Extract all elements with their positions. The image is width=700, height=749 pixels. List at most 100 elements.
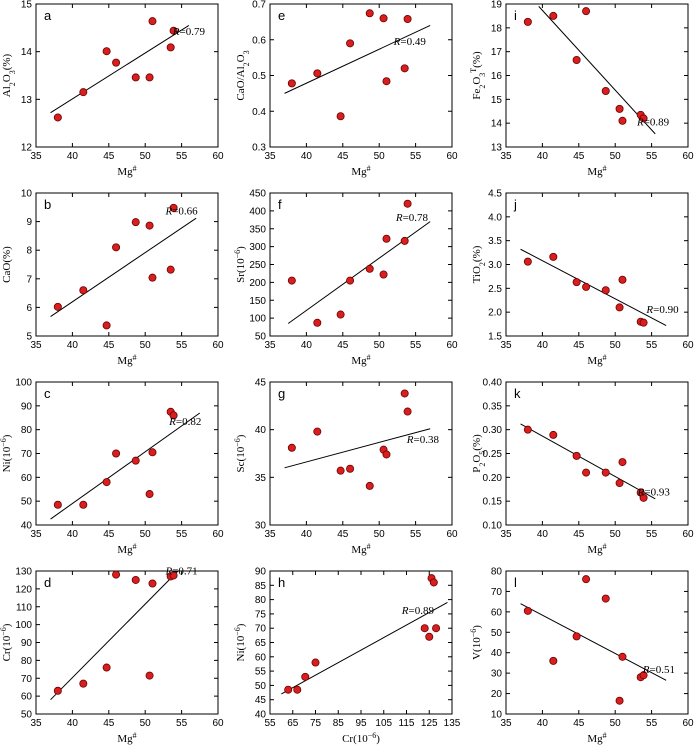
correlation-label: R=0.38 xyxy=(406,434,440,446)
y-tick-label: 65 xyxy=(255,638,267,649)
y-tick-label: 120 xyxy=(15,584,32,595)
data-point xyxy=(293,685,302,694)
y-tick-label: 250 xyxy=(249,260,266,271)
x-tick-label: 60 xyxy=(682,151,694,162)
plot-frame xyxy=(35,381,219,526)
x-tick-label: 55 xyxy=(264,718,276,729)
data-point xyxy=(287,79,296,88)
y-tick-label: 17 xyxy=(491,47,503,58)
x-axis-label: Mg# xyxy=(587,353,606,368)
panel-b: 35 40 45 50 55 60 5 6 7 8 9 10 Mg# CaO(%) b R=0.66 xyxy=(1,189,224,368)
data-point xyxy=(79,500,88,509)
y-tick-label: 4.5 xyxy=(488,189,502,200)
x-tick-label: 50 xyxy=(374,529,386,540)
x-tick-label: 40 xyxy=(67,529,79,540)
data-point xyxy=(145,221,154,230)
x-axis-label: Mg# xyxy=(587,542,606,557)
data-point xyxy=(432,624,441,633)
y-tick-label: 14 xyxy=(21,47,33,58)
x-tick-label: 55 xyxy=(176,529,188,540)
data-point xyxy=(112,243,121,252)
data-point xyxy=(618,652,627,661)
y-tick-label: 55 xyxy=(255,667,267,678)
x-axis-label: Mg# xyxy=(117,542,136,557)
x-tick-label: 50 xyxy=(140,151,152,162)
panel-letter: b xyxy=(44,197,51,212)
x-tick-label: 45 xyxy=(103,151,115,162)
y-axis-label: Sc(10−6) xyxy=(233,434,248,472)
y-tick-label: 80 xyxy=(21,425,33,436)
panel-letter: f xyxy=(278,197,282,212)
x-tick-label: 40 xyxy=(67,340,79,351)
data-point xyxy=(582,282,591,291)
data-point xyxy=(336,466,345,475)
y-axis-label: Ni(10−6) xyxy=(0,434,13,472)
regression-line xyxy=(281,602,448,695)
x-tick-label: 105 xyxy=(375,718,392,729)
data-point xyxy=(313,318,322,327)
y-tick-label: 300 xyxy=(249,242,266,253)
y-tick-label: 10 xyxy=(491,710,503,721)
data-point xyxy=(639,318,648,327)
panel-k: 35 40 45 50 55 60 0.10 0.15 0.20 0.25 0.30 0.35 0.40… xyxy=(471,378,694,557)
x-tick-label: 45 xyxy=(103,340,115,351)
x-tick-label: 55 xyxy=(646,718,658,729)
y-tick-label: 3.5 xyxy=(488,236,502,247)
y-tick-label: 90 xyxy=(21,401,33,412)
data-point xyxy=(148,17,157,26)
data-point xyxy=(131,575,140,584)
data-point xyxy=(169,26,178,35)
x-axis-label: Mg# xyxy=(117,731,136,746)
y-tick-label: 45 xyxy=(255,378,267,389)
data-point xyxy=(615,696,624,705)
y-tick-label: 6 xyxy=(26,303,32,314)
correlation-label: R=0.49 xyxy=(393,36,427,48)
regression-line xyxy=(538,6,656,135)
x-tick-label: 55 xyxy=(410,151,422,162)
y-tick-label: 80 xyxy=(255,595,267,606)
y-tick-label: 5 xyxy=(26,332,32,343)
data-point xyxy=(148,448,157,457)
y-tick-label: 70 xyxy=(255,624,267,635)
data-point xyxy=(53,302,62,311)
x-tick-label: 50 xyxy=(140,529,152,540)
data-point xyxy=(382,77,391,86)
y-tick-label: 90 xyxy=(255,567,267,578)
data-point xyxy=(148,579,157,588)
y-tick-label: 0.5 xyxy=(252,71,266,82)
x-tick-label: 55 xyxy=(646,340,658,351)
y-tick-label: 15 xyxy=(491,95,503,106)
panel-letter: c xyxy=(44,386,51,401)
data-point xyxy=(102,663,111,672)
x-tick-label: 40 xyxy=(537,151,549,162)
x-tick-label: 60 xyxy=(446,340,458,351)
data-point xyxy=(549,252,558,261)
data-point xyxy=(400,64,409,73)
panel-letter: d xyxy=(44,575,51,590)
correlation-label: R=0.82 xyxy=(168,416,201,428)
x-tick-label: 45 xyxy=(103,529,115,540)
panel-letter: j xyxy=(513,197,517,212)
data-point xyxy=(336,310,345,319)
correlation-label: R=0.51 xyxy=(642,664,675,676)
data-point xyxy=(79,679,88,688)
x-tick-label: 40 xyxy=(537,529,549,540)
x-tick-label: 40 xyxy=(537,340,549,351)
y-tick-label: 60 xyxy=(491,607,503,618)
x-tick-label: 45 xyxy=(337,529,349,540)
y-tick-label: 150 xyxy=(249,296,266,307)
data-point xyxy=(53,686,62,695)
regression-line xyxy=(520,423,656,500)
y-tick-label: 20 xyxy=(491,689,503,700)
correlation-label: R=0.78 xyxy=(395,212,429,224)
correlation-label: R=0.89 xyxy=(636,117,670,129)
y-tick-label: 80 xyxy=(21,656,33,667)
data-point xyxy=(166,43,175,52)
x-tick-label: 50 xyxy=(374,340,386,351)
x-axis-label: Mg# xyxy=(351,164,370,179)
data-point xyxy=(549,656,558,665)
data-point xyxy=(582,7,591,16)
data-point xyxy=(403,199,412,208)
panel-letter: a xyxy=(44,8,52,23)
y-axis-label: Ni(10−6) xyxy=(233,623,248,661)
